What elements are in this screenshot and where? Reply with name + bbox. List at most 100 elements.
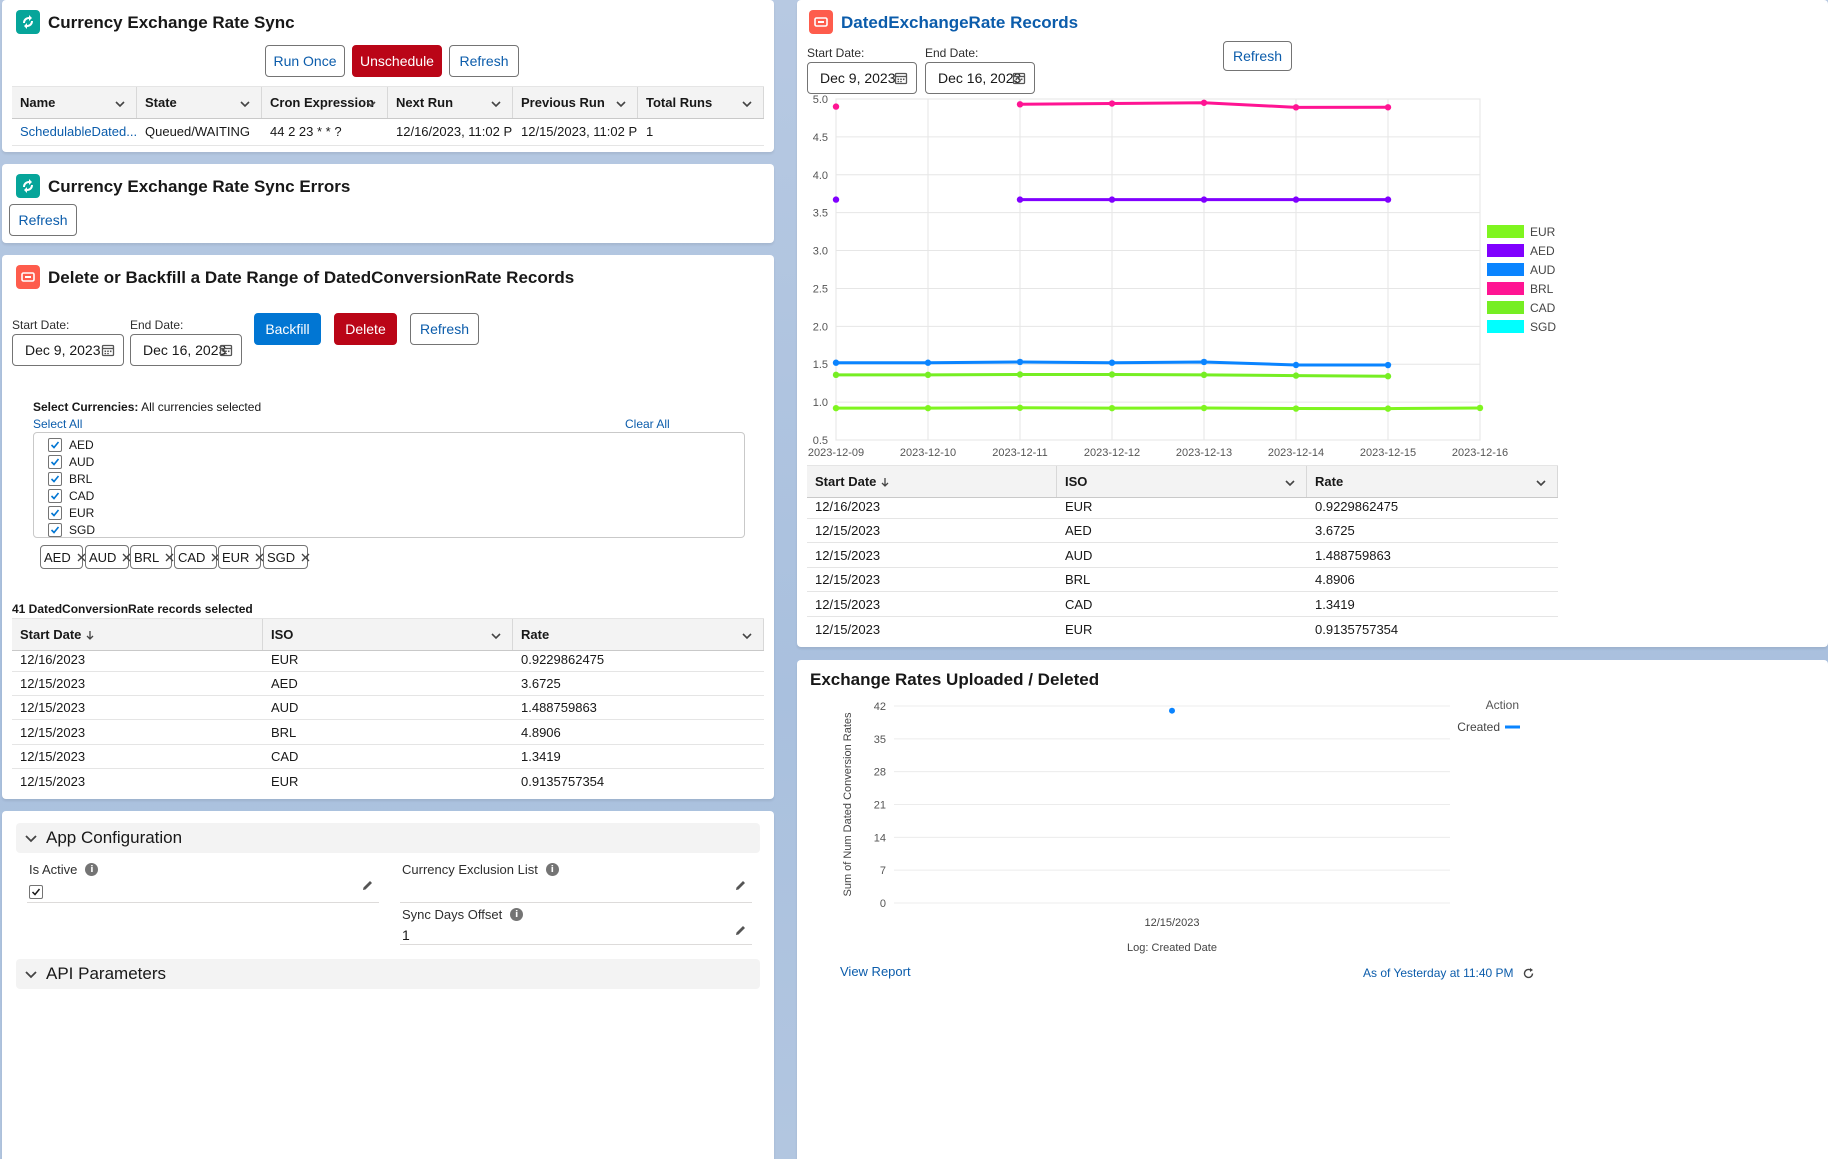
delete-button[interactable]: Delete: [334, 313, 397, 345]
chevron-down-icon[interactable]: [24, 831, 38, 845]
records-start-date-input[interactable]: Dec 9, 2023: [807, 62, 917, 94]
legend-label-created: Created: [1457, 720, 1500, 734]
col-start-date[interactable]: Start Date: [12, 619, 263, 650]
close-icon[interactable]: [122, 553, 131, 562]
close-icon[interactable]: [77, 553, 86, 562]
chevron-down-icon[interactable]: [1284, 477, 1296, 492]
currency-option-brl[interactable]: BRL: [48, 470, 92, 487]
col-total-runs[interactable]: Total Runs: [638, 87, 764, 118]
y-tick-label: 42: [874, 701, 886, 713]
records-card-title[interactable]: DatedExchangeRate Records: [841, 13, 1079, 32]
info-icon[interactable]: i: [545, 863, 559, 876]
col-rate[interactable]: Rate: [1307, 466, 1558, 497]
col-start-date[interactable]: Start Date: [807, 466, 1057, 497]
pill-eur[interactable]: EUR: [218, 545, 264, 569]
chevron-down-icon[interactable]: [114, 98, 126, 113]
chevron-down-icon[interactable]: [741, 98, 753, 113]
cell-date: 12/15/2023: [20, 724, 86, 740]
is-active-underline: [27, 902, 379, 903]
table-row: 12/15/2023 BRL 4.8906: [12, 720, 764, 745]
backfill-button[interactable]: Backfill: [254, 313, 321, 345]
data-point-eur: [1384, 405, 1392, 412]
col-iso[interactable]: ISO: [263, 619, 513, 650]
col-rate[interactable]: Rate: [513, 619, 764, 650]
sync-days-offset-value: 1: [402, 927, 410, 943]
currency-option-eur[interactable]: EUR: [48, 504, 94, 521]
data-point-aed: [1200, 196, 1208, 203]
chevron-down-icon[interactable]: [239, 98, 251, 113]
view-report-link[interactable]: View Report: [840, 964, 911, 979]
errors-refresh-button[interactable]: Refresh: [9, 204, 77, 236]
end-date-value: Dec 16, 2023: [143, 342, 227, 358]
calendar-icon[interactable]: [219, 343, 233, 360]
clear-all-link[interactable]: Clear All: [625, 417, 670, 431]
backfill-refresh-button[interactable]: Refresh: [410, 313, 479, 345]
col-state[interactable]: State: [137, 87, 262, 118]
edit-pencil-icon[interactable]: [734, 879, 747, 895]
col-iso[interactable]: ISO: [1057, 466, 1307, 497]
y-tick-label: 4.0: [813, 170, 828, 182]
calendar-icon[interactable]: [101, 343, 115, 360]
refresh-icon[interactable]: [1522, 967, 1535, 980]
series-line-eur: [836, 406, 1481, 411]
chevron-down-icon[interactable]: [615, 98, 627, 113]
checkbox[interactable]: [48, 471, 62, 486]
chevron-down-icon[interactable]: [1535, 477, 1547, 492]
calendar-icon[interactable]: [894, 71, 908, 88]
select-all-link[interactable]: Select All: [33, 417, 83, 431]
checkbox[interactable]: [48, 522, 62, 537]
currency-option-sgd[interactable]: SGD: [48, 521, 95, 538]
col-cron[interactable]: Cron Expression: [262, 87, 388, 118]
close-icon[interactable]: [165, 553, 174, 562]
currency-label: AED: [69, 437, 94, 452]
col-name[interactable]: Name: [12, 87, 137, 118]
currency-option-cad[interactable]: CAD: [48, 487, 94, 504]
unschedule-button[interactable]: Unschedule: [352, 45, 442, 77]
run-once-button[interactable]: Run Once: [265, 45, 345, 77]
close-icon[interactable]: [255, 553, 264, 562]
pill-brl[interactable]: BRL: [130, 545, 174, 569]
checkbox[interactable]: [48, 437, 62, 452]
edit-pencil-icon[interactable]: [734, 924, 747, 940]
app-config-section-header[interactable]: App Configuration: [16, 823, 760, 853]
chevron-down-icon[interactable]: [741, 630, 753, 645]
records-end-date-input[interactable]: Dec 16, 2023: [925, 62, 1035, 94]
col-previous-run[interactable]: Previous Run: [513, 87, 638, 118]
chevron-down-icon[interactable]: [490, 98, 502, 113]
x-tick-label: 2023-12-15: [1360, 447, 1416, 459]
api-params-section-header[interactable]: API Parameters: [16, 959, 760, 989]
currency-option-aud[interactable]: AUD: [48, 453, 94, 470]
chevron-down-icon[interactable]: [490, 630, 502, 645]
currency-option-aed[interactable]: AED: [48, 436, 94, 453]
records-refresh-button[interactable]: Refresh: [1223, 41, 1292, 71]
pill-aud[interactable]: AUD: [85, 545, 131, 569]
x-tick-label: 2023-12-09: [808, 447, 864, 459]
info-icon[interactable]: i: [510, 908, 524, 921]
data-point-eur: [1108, 404, 1116, 412]
pill-sgd[interactable]: SGD: [263, 545, 310, 569]
pill-aed[interactable]: AED: [40, 545, 86, 569]
col-next-run[interactable]: Next Run: [388, 87, 513, 118]
info-icon[interactable]: i: [85, 863, 99, 876]
job-name-link[interactable]: SchedulableDated...: [20, 124, 137, 139]
errors-card-icon: [16, 174, 40, 198]
checkbox[interactable]: [48, 505, 62, 520]
pill-cad[interactable]: CAD: [174, 545, 220, 569]
calendar-icon[interactable]: [1012, 71, 1026, 88]
close-icon[interactable]: [301, 553, 310, 562]
table-row: 12/16/2023 EUR 0.9229862475: [12, 647, 764, 672]
chevron-down-icon[interactable]: [365, 98, 377, 113]
backfill-card-icon: [16, 265, 40, 289]
legend-label-brl: BRL: [1530, 282, 1554, 296]
end-date-input[interactable]: Dec 16, 2023: [130, 334, 242, 366]
cell-date: 12/15/2023: [815, 596, 881, 612]
cell-iso: EUR: [271, 651, 299, 667]
chevron-down-icon[interactable]: [24, 967, 38, 981]
y-tick-label: 4.5: [813, 132, 828, 144]
start-date-input[interactable]: Dec 9, 2023: [12, 334, 124, 366]
edit-pencil-icon[interactable]: [361, 879, 374, 895]
checkbox[interactable]: [48, 488, 62, 503]
pill-label: SGD: [267, 549, 296, 565]
sync-refresh-button[interactable]: Refresh: [449, 45, 519, 77]
checkbox[interactable]: [48, 454, 62, 469]
